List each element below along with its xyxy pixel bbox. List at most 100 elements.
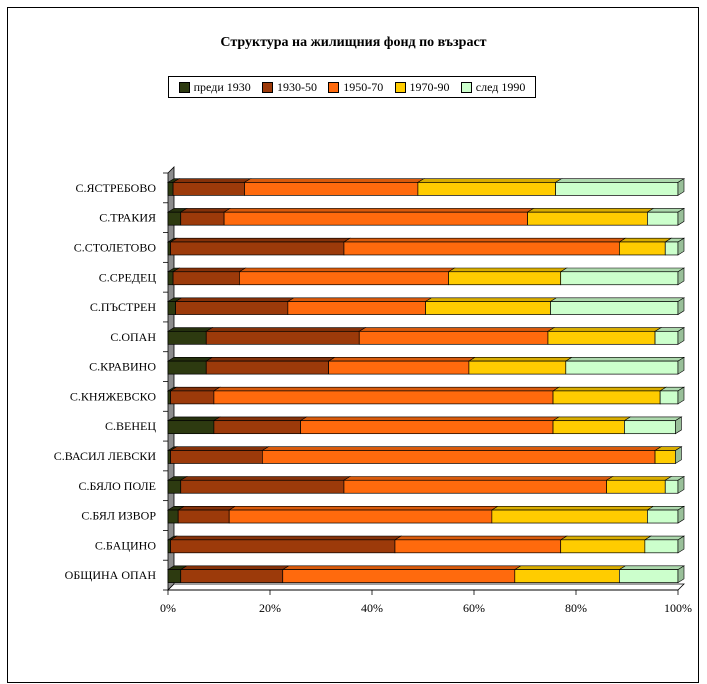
bar-segment-top — [238, 267, 456, 273]
category-label: С.СРЕДЕЦ — [99, 270, 157, 284]
legend-label: 1930-50 — [277, 79, 317, 94]
bar-segment — [468, 360, 567, 375]
bar-segment-top — [243, 178, 425, 183]
bar-segment — [167, 450, 171, 464]
bar-segment-top — [212, 416, 308, 421]
bar-segment — [560, 539, 646, 554]
bar-segment — [664, 479, 679, 494]
bar-segment-top — [179, 208, 232, 213]
bar-segment-top — [166, 416, 221, 421]
bar-segment — [654, 330, 679, 345]
bar-segment-top — [643, 535, 686, 541]
category-label: С.БЯЛ ИЗВОР — [81, 509, 156, 523]
bar-segment-top — [554, 178, 686, 183]
x-tick-label: 80% — [565, 601, 587, 615]
legend-item-3: 1970-90 — [394, 80, 450, 95]
legend-label: преди 1930 — [193, 79, 251, 94]
bar-segment — [448, 271, 562, 286]
bar-segment — [552, 420, 625, 435]
chart-title: Структура на жилищния фонд по възраст — [220, 35, 487, 50]
bar-segment-top — [342, 237, 627, 243]
bar-segment — [167, 539, 171, 554]
bar-segment — [239, 271, 449, 286]
bar-segment — [550, 301, 679, 315]
x-tick-label: 40% — [361, 601, 383, 615]
legend-label: след 1990 — [475, 79, 526, 94]
bar-end-cap — [677, 565, 685, 584]
floor — [167, 583, 685, 591]
bar-segment — [654, 450, 676, 464]
bar-segment — [167, 360, 207, 375]
bar-segment-top — [416, 178, 563, 183]
bar-segment-top — [618, 237, 673, 243]
bar-segment-top — [342, 476, 614, 481]
bar-segment-top — [490, 505, 655, 511]
bar-segment — [172, 182, 245, 196]
bar-segment-top — [559, 267, 686, 273]
bar-segment-top — [552, 416, 632, 421]
bar-segment — [647, 211, 679, 226]
bar-segment — [180, 569, 284, 583]
legend-label: 1950-70 — [343, 79, 384, 94]
bar-segment — [300, 420, 554, 435]
bar-end-cap — [677, 327, 685, 345]
bar-segment — [167, 569, 182, 583]
category-label: С.ПЪСТРЕН — [90, 300, 156, 314]
bar-end-cap — [677, 535, 685, 554]
bar-segment — [167, 390, 171, 405]
bar-segment — [560, 271, 679, 286]
bar-segment — [180, 211, 225, 226]
bar-segment-top — [358, 327, 555, 332]
category-label: С.ВЕНЕЦ — [105, 419, 156, 433]
bar-segment-top — [169, 386, 221, 392]
bar-segment — [491, 509, 648, 524]
bar-segment-top — [169, 446, 270, 451]
bar-segment — [167, 182, 174, 196]
bar-segment-top — [179, 565, 290, 570]
bar-segment — [527, 211, 648, 226]
category-label: С.ЯСТРЕБОВО — [76, 181, 157, 195]
bar-segment — [618, 569, 679, 583]
bar-segment — [170, 539, 396, 554]
bar-segment — [552, 390, 661, 405]
bar-segment — [644, 539, 679, 554]
bar-segment — [547, 330, 656, 345]
bar-segment — [647, 509, 679, 524]
bar-segment — [606, 479, 666, 494]
bar-segment-top — [177, 505, 237, 511]
bar-segment-top — [261, 446, 663, 451]
bar-segment-top — [618, 565, 686, 570]
bar-end-cap — [677, 505, 685, 524]
bar-segment-top — [623, 416, 683, 421]
bar-segment — [425, 301, 551, 315]
bar-end-cap — [677, 386, 685, 405]
bar-segment — [213, 420, 301, 435]
bar-segment-top — [166, 327, 214, 332]
bar-segment — [205, 360, 330, 375]
bar-segment — [618, 241, 666, 256]
bar-end-cap — [677, 267, 685, 286]
legend-swatch — [394, 81, 406, 93]
bar-segment — [659, 390, 679, 405]
category-label: ОБЩИНА ОПАН — [65, 568, 157, 582]
bar-segment-top — [559, 535, 652, 541]
legend-swatch — [328, 81, 340, 93]
bar-end-cap — [675, 416, 682, 435]
bar-segment-top — [526, 208, 655, 213]
legend-item-0: преди 1930 — [178, 79, 251, 95]
bar-segment — [244, 182, 419, 196]
category-label: С.ТРАКИЯ — [99, 211, 156, 225]
x-tick-label: 100% — [664, 601, 692, 615]
bar-end-cap — [677, 475, 685, 494]
bar-end-cap — [675, 446, 682, 465]
bar-segment — [167, 479, 182, 494]
bar-segment-top — [552, 386, 668, 392]
bar-segment-top — [205, 357, 336, 362]
bar-segment — [213, 390, 554, 405]
bar-segment — [343, 241, 620, 256]
bar-segment-top — [212, 386, 561, 392]
bar-segment — [170, 390, 215, 405]
legend-item-4: след 1990 — [460, 79, 526, 95]
bar-segment-top — [281, 565, 522, 570]
